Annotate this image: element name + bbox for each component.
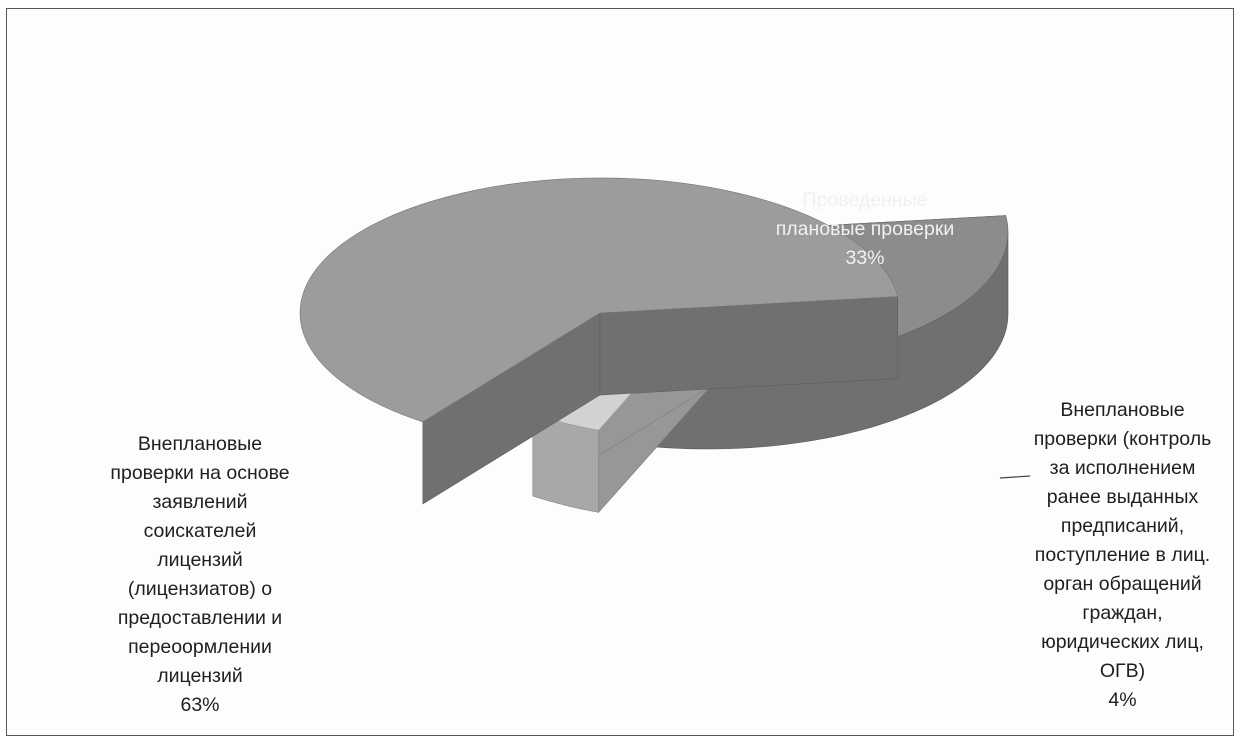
label-line: лицензий <box>157 665 243 687</box>
slice-label-unscheduled-control: Внеплановые проверки (контроль за исполн… <box>1010 396 1235 715</box>
label-line: за исполнением <box>1049 457 1196 479</box>
label-line: предоставлении и <box>117 607 283 629</box>
leader-line <box>999 475 1031 479</box>
slice-label-unscheduled-applications: Внеплановые проверки на основе заявлений… <box>50 430 350 720</box>
label-line: юридических лиц, <box>1041 631 1204 653</box>
value-label: 4% <box>1108 689 1137 711</box>
label-line: плановые проверки <box>775 218 955 240</box>
label-line: проверки на основе <box>110 462 290 484</box>
label-line: проверки (контроль <box>1033 428 1212 450</box>
label-line: Внеплановые <box>1060 399 1185 421</box>
label-line: поступление в лиц. <box>1034 544 1211 566</box>
label-line: ранее выданных <box>1046 486 1199 508</box>
label-line: заявлений <box>152 491 248 513</box>
label-line: Внеплановые <box>137 433 263 455</box>
slice-side-wall <box>599 296 899 396</box>
label-line: переоормлении <box>128 636 272 658</box>
label-line: лицензий <box>157 549 243 571</box>
label-line: предписаний, <box>1060 515 1185 537</box>
value-label: 63% <box>180 694 220 716</box>
label-line: соискателей <box>143 520 257 542</box>
label-line: (лицензиатов) о <box>127 578 273 600</box>
label-line: ОГВ) <box>1099 660 1146 682</box>
label-line: граждан, <box>1082 602 1163 624</box>
slice-label-scheduled-inspections: Проведенные плановые проверки 33% <box>735 186 995 273</box>
slice-unscheduled-applications <box>299 177 899 505</box>
slice-top-face <box>299 177 899 423</box>
value-label: 33% <box>845 247 885 269</box>
label-line: Проведенные <box>802 189 928 211</box>
label-line: орган обращений <box>1043 573 1202 595</box>
